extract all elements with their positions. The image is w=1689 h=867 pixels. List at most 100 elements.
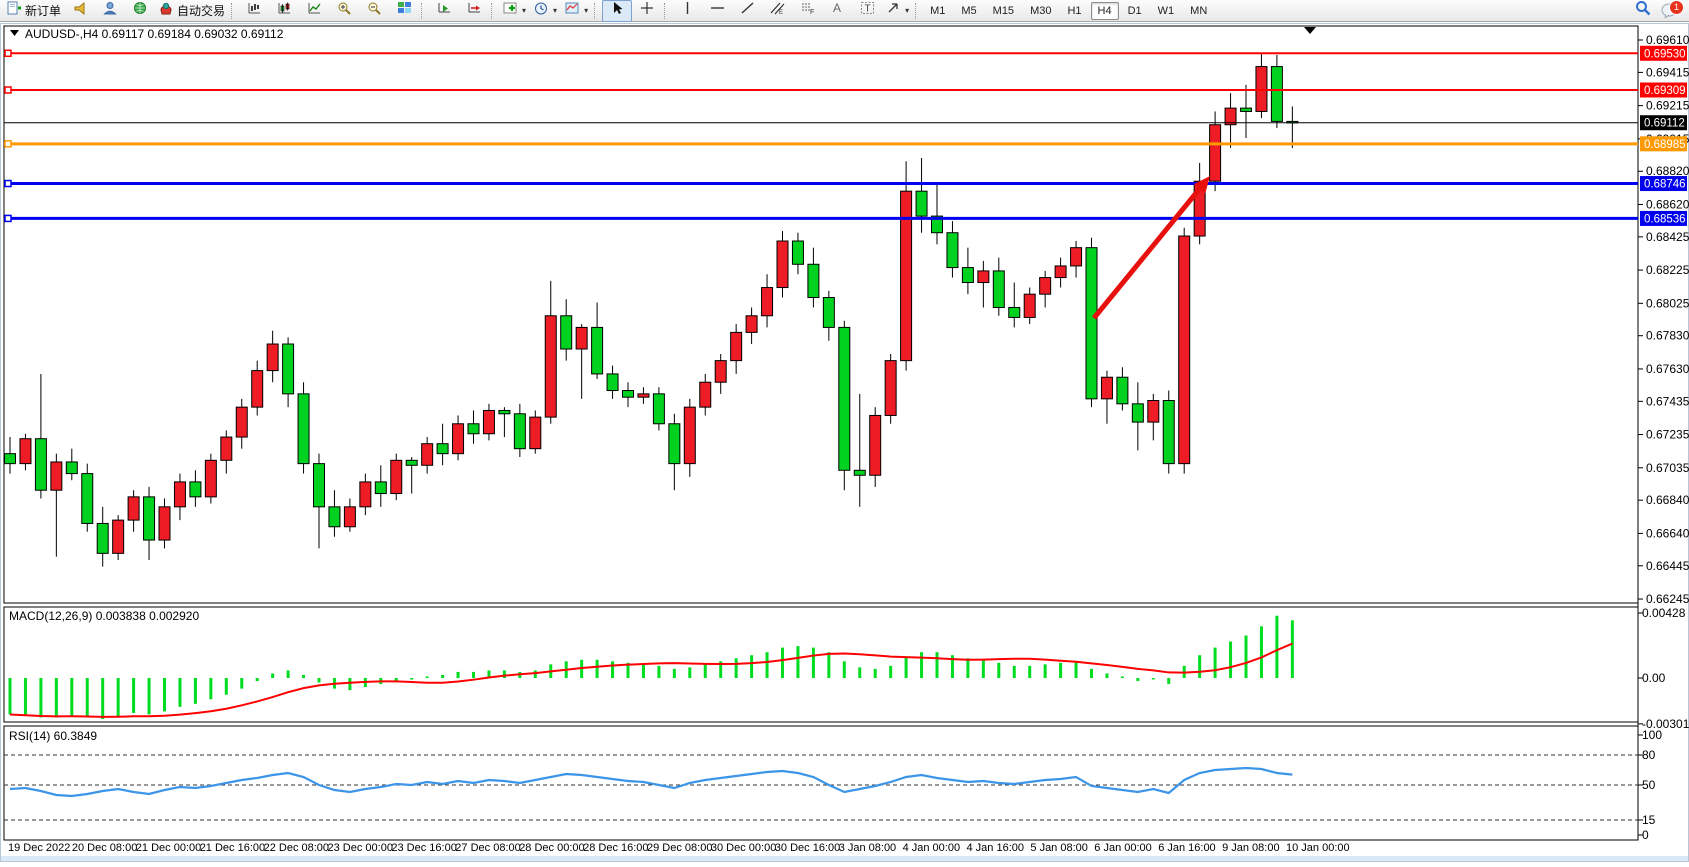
price-axis-label[interactable]: 0.67630 <box>1646 362 1689 376</box>
zoom-in-button[interactable] <box>329 0 359 22</box>
price-axis-label[interactable]: 0.69415 <box>1646 65 1689 79</box>
rsi-axis-label[interactable]: 100 <box>1642 728 1662 742</box>
price-axis-label[interactable]: 0.68425 <box>1646 230 1689 244</box>
trendline-button[interactable] <box>732 0 762 22</box>
time-axis-label[interactable]: 22 Dec 08:00 <box>264 842 329 854</box>
candle-bullish <box>266 343 279 372</box>
price-axis-label[interactable]: 0.67830 <box>1646 329 1689 343</box>
rsi-axis-label[interactable]: 15 <box>1642 813 1656 827</box>
time-axis-label[interactable]: 28 Dec 00:00 <box>519 842 584 854</box>
candle-bearish <box>946 232 959 269</box>
macd-axis-label[interactable]: 0.00 <box>1642 671 1666 685</box>
timeframe-W1[interactable]: W1 <box>1157 4 1175 17</box>
price-axis-label[interactable]: 0.66640 <box>1646 526 1689 540</box>
price-axis-label[interactable]: 0.66245 <box>1646 592 1689 606</box>
rsi-axis-label[interactable]: 50 <box>1642 778 1656 792</box>
text-button[interactable]: A <box>822 0 852 22</box>
time-axis-label[interactable]: 21 Dec 16:00 <box>200 842 265 854</box>
time-axis-label[interactable]: 4 Jan 00:00 <box>903 842 961 854</box>
time-axis-label[interactable]: 6 Jan 00:00 <box>1094 842 1152 854</box>
chart-canvas[interactable]: 0.696100.694150.692150.690150.688200.686… <box>0 23 1689 862</box>
chart-title-collapse-icon[interactable] <box>10 30 19 36</box>
timeframe-H1[interactable]: H1 <box>1067 4 1082 17</box>
notifications-button[interactable]: 1 <box>1660 0 1684 20</box>
timeframe-M1[interactable]: M1 <box>930 4 946 17</box>
macd-axis-label[interactable]: 0.00428 <box>1642 606 1686 620</box>
macd-axis-label[interactable]: -0.003018 <box>1642 717 1689 731</box>
periods-button[interactable]: ▾ <box>530 0 561 22</box>
line-anchor-handle[interactable] <box>4 179 12 188</box>
time-axis-label[interactable]: 30 Dec 00:00 <box>711 842 776 854</box>
price-axis-label[interactable]: 0.67235 <box>1646 428 1689 442</box>
channel-button[interactable]: E <box>762 0 792 22</box>
timeframe-H4[interactable]: H4 <box>1090 1 1119 20</box>
line-anchor-handle[interactable] <box>4 140 12 148</box>
price-axis-label[interactable]: 0.67435 <box>1646 394 1689 408</box>
auto-scroll-button[interactable] <box>429 0 459 22</box>
line-chart-button[interactable] <box>299 0 329 22</box>
zoom-out-icon <box>367 1 382 21</box>
time-axis-label[interactable]: 27 Dec 08:00 <box>455 842 520 854</box>
rsi-axis-label[interactable]: 0 <box>1642 828 1649 842</box>
chart-window[interactable]: 0.696100.694150.692150.690150.688200.686… <box>0 23 1689 862</box>
timeframe-D1[interactable]: D1 <box>1127 4 1142 17</box>
time-axis-label[interactable]: 21 Dec 00:00 <box>136 842 201 854</box>
price-axis-label[interactable]: 0.68620 <box>1646 197 1689 211</box>
community-button[interactable] <box>125 0 155 22</box>
line-anchor-handle[interactable] <box>4 86 12 94</box>
time-axis-label[interactable]: 23 Dec 16:00 <box>391 842 456 854</box>
chart-shift-button[interactable] <box>459 0 489 22</box>
trend-arrow-line[interactable] <box>1092 182 1206 320</box>
price-axis-label[interactable]: 0.66840 <box>1646 493 1689 507</box>
time-axis-label[interactable]: 23 Dec 00:00 <box>328 842 393 854</box>
indicators-button[interactable]: ▾ <box>499 0 530 22</box>
text-label-button[interactable]: T <box>852 0 882 22</box>
search-icon[interactable] <box>1634 0 1652 22</box>
timeframe-M15[interactable]: M15 <box>992 4 1015 17</box>
time-axis-label[interactable]: 28 Dec 16:00 <box>583 842 648 854</box>
shapes-button[interactable]: ▾ <box>882 0 913 22</box>
autotrade-button[interactable]: 自动交易 <box>155 0 229 22</box>
time-axis-label[interactable]: 30 Dec 16:00 <box>775 842 840 854</box>
time-axis-label[interactable]: 6 Jan 16:00 <box>1158 842 1216 854</box>
price-axis-label[interactable]: 0.68820 <box>1646 164 1689 178</box>
sound-button[interactable] <box>65 0 95 22</box>
price-axis-label[interactable]: 0.68025 <box>1646 296 1689 310</box>
templates-button[interactable]: ▾ <box>561 0 592 22</box>
time-axis-label[interactable]: 4 Jan 16:00 <box>967 842 1025 854</box>
price-axis-label[interactable]: 0.66445 <box>1646 559 1689 573</box>
crosshair-button[interactable] <box>632 0 662 22</box>
price-axis-label[interactable]: 0.68225 <box>1646 263 1689 277</box>
horizontal-line-button[interactable] <box>702 0 732 22</box>
time-axis-label[interactable]: 5 Jan 08:00 <box>1030 842 1088 854</box>
time-axis-label[interactable]: 3 Jan 08:00 <box>839 842 897 854</box>
timeframe-M30[interactable]: M30 <box>1030 4 1052 17</box>
line-anchor-handle[interactable] <box>4 214 12 223</box>
price-axis-label[interactable]: 0.67035 <box>1646 461 1689 475</box>
time-axis-label[interactable]: 19 Dec 2022 <box>8 842 70 854</box>
new-order-button[interactable]: 新订单 <box>3 0 65 22</box>
vertical-line-button[interactable] <box>672 0 702 22</box>
tile-windows-button[interactable] <box>389 0 419 22</box>
fibonacci-button[interactable]: F <box>792 0 822 22</box>
bars-chart-icon <box>247 1 262 20</box>
price-axis-label[interactable]: 0.69610 <box>1646 33 1689 47</box>
price-axis-label[interactable]: 0.69215 <box>1646 99 1689 113</box>
bars-chart-button[interactable] <box>239 0 269 22</box>
line-anchor-handle[interactable] <box>4 49 12 58</box>
time-axis-label[interactable]: 20 Dec 08:00 <box>72 842 137 854</box>
zoom-out-button[interactable] <box>359 0 389 22</box>
profile-button[interactable] <box>95 0 125 22</box>
candlestick-chart-button[interactable] <box>269 0 299 22</box>
rsi-axis-label[interactable]: 80 <box>1642 748 1656 762</box>
time-axis-label[interactable]: 9 Jan 08:00 <box>1222 842 1280 854</box>
candle-bullish <box>714 360 727 383</box>
chart-shift-marker[interactable] <box>1304 27 1316 34</box>
candle-bullish <box>173 481 186 508</box>
timeframe-MN[interactable]: MN <box>1190 4 1208 17</box>
time-axis-label[interactable]: 29 Dec 08:00 <box>647 842 712 854</box>
timeframe-M5[interactable]: M5 <box>961 4 977 17</box>
cursor-button[interactable] <box>602 0 633 22</box>
trend-arrow-head[interactable] <box>1193 176 1210 194</box>
time-axis-label[interactable]: 10 Jan 00:00 <box>1286 842 1350 854</box>
